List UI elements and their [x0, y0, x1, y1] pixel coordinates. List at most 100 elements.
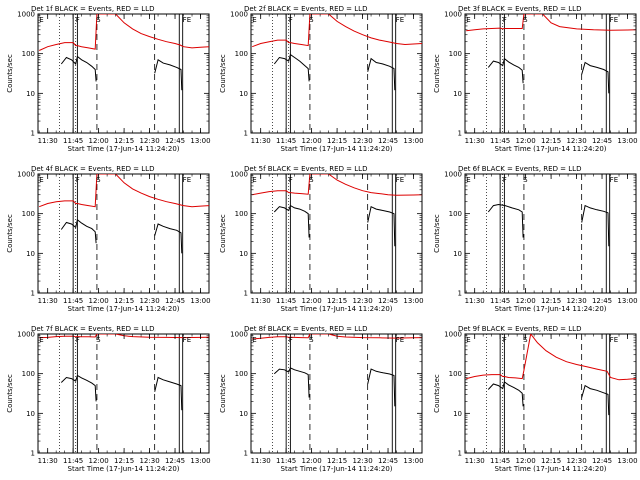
marker-label-e: E [466, 176, 470, 184]
y-tick-label: 1000 [444, 11, 462, 19]
x-tick-label: 12:00 [516, 457, 536, 465]
plot-frame [37, 13, 210, 134]
x-tick-label: 11:30 [38, 297, 58, 305]
series-lld-line [252, 334, 422, 340]
plot-area [252, 174, 422, 293]
x-tick-label: 11:45 [63, 457, 83, 465]
x-tick-label: 12:45 [165, 297, 185, 305]
y-tick-label: 1 [458, 450, 462, 458]
y-tick-label: 10 [453, 90, 462, 98]
series-events-line [154, 223, 183, 254]
x-tick-label: 12:45 [165, 457, 185, 465]
y-tick-label: 10 [239, 410, 248, 418]
x-tick-label: 13:00 [190, 297, 210, 305]
y-tick-label: 100 [22, 370, 35, 378]
x-tick-label: 12:45 [378, 297, 398, 305]
plot-area [466, 334, 636, 453]
y-tick-label: 1000 [17, 171, 35, 179]
x-tick-label: 11:30 [465, 297, 485, 305]
y-tick-label: 100 [22, 50, 35, 58]
x-tick-label: 11:30 [465, 137, 485, 145]
y-tick-label: 100 [235, 370, 248, 378]
x-tick-label: 13:00 [617, 297, 637, 305]
y-tick-label: 10 [26, 90, 35, 98]
y-tick-label: 1 [458, 290, 462, 298]
marker-label-s: S [96, 336, 101, 344]
x-tick-label: 13:00 [190, 137, 210, 145]
marker-label-e: E [252, 16, 256, 24]
series-events-line [60, 55, 97, 82]
y-axis-label: Counts/sec [433, 54, 441, 93]
panel-title: Det 8f BLACK = Events, RED = LLD [244, 325, 367, 333]
plot-frame [464, 13, 637, 134]
series-lld-line [39, 174, 209, 208]
y-tick-label: 1000 [230, 11, 248, 19]
x-tick-label: 12:30 [352, 137, 372, 145]
x-axis-label: Start Time (17-Jun-14 11:24:20) [281, 145, 393, 153]
x-axis-label: Start Time (17-Jun-14 11:24:20) [281, 465, 393, 473]
x-axis-label: Start Time (17-Jun-14 11:24:20) [68, 305, 180, 313]
series-events-line [273, 204, 310, 238]
series-events-line [60, 374, 97, 402]
marker-label-e: E [39, 16, 43, 24]
panel-title: Det 7f BLACK = Events, RED = LLD [31, 325, 154, 333]
x-tick-label: 11:45 [276, 297, 296, 305]
x-tick-label: 12:30 [352, 297, 372, 305]
x-tick-label: 12:15 [114, 297, 134, 305]
detector-panel-4: Det 4f BLACK = Events, RED = LLD 1 10 100 10… [6, 165, 211, 313]
series-events-line [273, 53, 310, 82]
detector-panel-2: Det 2f BLACK = Events, RED = LLD 1 10 100 10… [219, 5, 424, 153]
x-axis-label: Start Time (17-Jun-14 11:24:20) [68, 145, 180, 153]
marker-label-fe: FE [610, 176, 618, 184]
y-tick-label: 1 [458, 130, 462, 138]
marker-label-fe: FE [396, 176, 404, 184]
y-axis-label: Counts/sec [433, 374, 441, 413]
marker-label-fe: FE [610, 16, 618, 24]
x-tick-label: 12:00 [302, 297, 322, 305]
panel-title: Det 2f BLACK = Events, RED = LLD [244, 5, 367, 13]
x-tick-label: 12:45 [378, 457, 398, 465]
y-tick-label: 1 [244, 450, 248, 458]
marker-label-f: F [503, 336, 507, 344]
series-events-line [581, 204, 610, 247]
marker-label-f: F [76, 336, 80, 344]
y-tick-label: 1000 [444, 331, 462, 339]
x-tick-label: 12:15 [541, 137, 561, 145]
marker-label-s: S [309, 16, 314, 24]
marker-label-s: S [96, 176, 101, 184]
marker-label-fe: FE [183, 16, 191, 24]
plot-area [39, 174, 209, 293]
plot-area [38, 14, 209, 133]
marker-label-fe: FE [610, 336, 618, 344]
y-tick-label: 100 [22, 210, 35, 218]
x-tick-label: 11:30 [38, 457, 58, 465]
y-tick-label: 1000 [230, 171, 248, 179]
y-axis-label: Counts/sec [219, 54, 227, 93]
series-lld-line [252, 14, 422, 48]
x-tick-label: 12:45 [592, 297, 612, 305]
marker-label-f: F [76, 16, 80, 24]
detector-panel-5: Det 5f BLACK = Events, RED = LLD 1 10 100 10… [219, 165, 424, 313]
x-tick-label: 13:00 [403, 297, 423, 305]
y-tick-label: 1000 [230, 331, 248, 339]
x-tick-label: 11:45 [63, 137, 83, 145]
x-tick-label: 12:00 [302, 137, 322, 145]
x-tick-label: 11:45 [276, 137, 296, 145]
x-tick-label: 12:45 [592, 457, 612, 465]
x-tick-label: 12:00 [516, 297, 536, 305]
y-tick-label: 100 [449, 210, 462, 218]
y-tick-label: 1 [31, 290, 35, 298]
marker-label-e: E [252, 176, 256, 184]
y-axis-label: Counts/sec [6, 54, 14, 93]
x-tick-label: 12:15 [327, 297, 347, 305]
x-tick-label: 11:30 [251, 297, 271, 305]
plot-frame [37, 333, 210, 454]
x-tick-label: 13:00 [403, 137, 423, 145]
x-tick-label: 11:30 [251, 457, 271, 465]
marker-label-s: S [96, 16, 101, 24]
y-tick-label: 1000 [17, 11, 35, 19]
plot-frame [37, 173, 210, 294]
marker-label-s: S [523, 16, 528, 24]
detector-panel-6: Det 6f BLACK = Events, RED = LLD 1 10 100 10… [433, 165, 638, 313]
